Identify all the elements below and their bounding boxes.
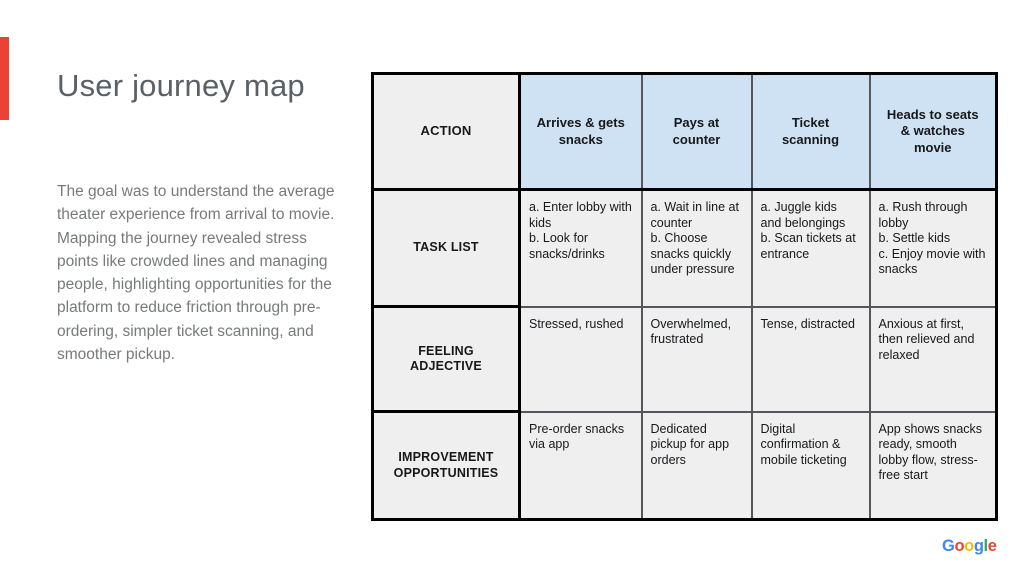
data-cell: a. Enter lobby with kids b. Look for sna… <box>518 188 643 308</box>
table-row-action: ACTION Arrives & gets snacks Pays at cou… <box>371 72 998 191</box>
logo-letter: o <box>954 537 965 555</box>
logo-letter: g <box>973 537 984 555</box>
table-row-improvement: IMPROVEMENT OPPORTUNITIES Pre-order snac… <box>371 410 998 521</box>
google-logo: Google <box>942 537 997 556</box>
table-row-feeling: FEELING ADJECTIVE Stressed, rushed Overw… <box>371 305 998 413</box>
logo-letter: l <box>983 537 989 555</box>
header-cell-stage-1: Arrives & gets snacks <box>518 72 643 191</box>
page-title: User journey map <box>57 68 305 103</box>
data-cell: a. Wait in line at counter b. Choose sna… <box>640 188 753 308</box>
data-cell: Overwhelmed, frustrated <box>640 305 753 413</box>
data-cell: Pre-order snacks via app <box>518 410 643 521</box>
accent-bar <box>0 37 9 120</box>
data-cell: Stressed, rushed <box>518 305 643 413</box>
table-row-task-list: TASK LIST a. Enter lobby with kids b. Lo… <box>371 188 998 308</box>
journey-table: ACTION Arrives & gets snacks Pays at cou… <box>371 72 998 521</box>
row-label-feeling: FEELING ADJECTIVE <box>371 305 521 413</box>
row-label-improvement: IMPROVEMENT OPPORTUNITIES <box>371 410 521 521</box>
slide-description: The goal was to understand the average t… <box>57 183 335 364</box>
data-cell: Anxious at first, then relieved and rela… <box>868 305 998 413</box>
header-cell-stage-3: Ticket scanning <box>750 72 871 191</box>
header-cell-stage-2: Pays at counter <box>640 72 753 191</box>
data-cell: Tense, distracted <box>750 305 871 413</box>
row-label-action: ACTION <box>371 72 521 191</box>
header-cell-stage-4: Heads to seats & watches movie <box>868 72 998 191</box>
logo-letter: e <box>987 537 997 555</box>
data-cell: a. Rush through lobby b. Settle kids c. … <box>868 188 998 308</box>
logo-letter: o <box>964 537 974 555</box>
row-label-task-list: TASK LIST <box>371 188 521 308</box>
logo-letter: G <box>942 537 955 555</box>
data-cell: Digital confirmation & mobile ticketing <box>750 410 871 521</box>
data-cell: App shows snacks ready, smooth lobby flo… <box>868 410 998 521</box>
data-cell: a. Juggle kids and belongings b. Scan ti… <box>750 188 871 308</box>
data-cell: Dedicated pickup for app orders <box>640 410 753 521</box>
